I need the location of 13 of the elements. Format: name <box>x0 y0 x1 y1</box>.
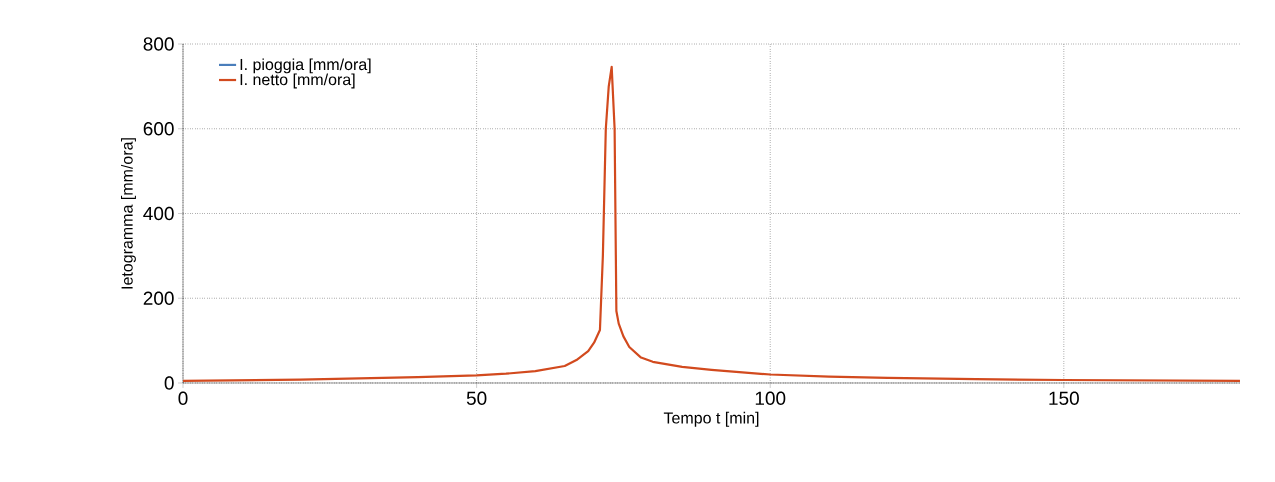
y-tick-label: 0 <box>164 376 174 390</box>
y-tick-label: 600 <box>143 122 174 136</box>
y-tick-label: 400 <box>143 206 174 221</box>
x-tick-label: 150 <box>1049 391 1079 405</box>
legend-label: I. pioggia [mm/ora] <box>240 58 371 74</box>
x-tick-label: 0 <box>178 391 188 405</box>
y-tick-label: 800 <box>143 37 174 51</box>
y-axis-title: Ietogramma [mm/ora] <box>121 138 136 289</box>
y-tick-label: 200 <box>143 291 174 305</box>
x-tick-label: 50 <box>466 391 487 405</box>
x-tick-label: 100 <box>755 391 786 405</box>
x-axis-title: Tempo t [min] <box>663 411 759 427</box>
legend-label: I. netto [mm/ora] <box>240 73 355 89</box>
